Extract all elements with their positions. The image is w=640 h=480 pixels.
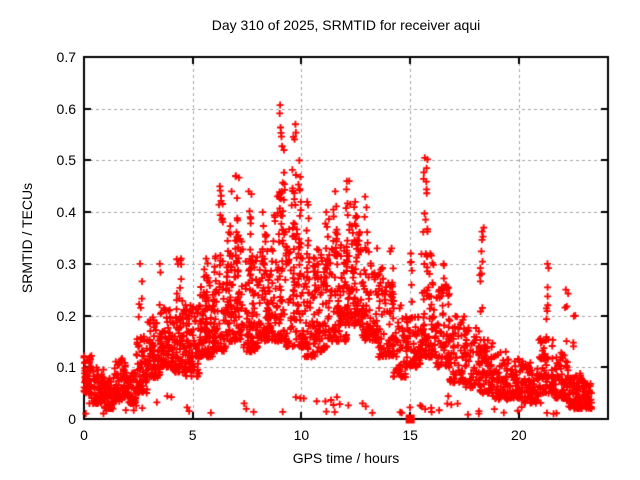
x-tick-label: 15 [402, 427, 418, 443]
y-tick-label: 0 [68, 411, 76, 427]
x-tick-label: 0 [80, 427, 88, 443]
y-tick-label: 0.7 [56, 49, 76, 65]
x-tick-label: 10 [293, 427, 310, 443]
x-tick-label: 5 [188, 427, 197, 443]
x-axis-label: GPS time / hours [292, 450, 400, 466]
y-tick-label: 0.1 [56, 359, 76, 376]
y-tick-label: 0.3 [56, 255, 76, 272]
x-tick-label: 20 [511, 427, 527, 443]
y-tick-label: 0.4 [56, 204, 76, 221]
chart-title: Day 310 of 2025, SRMTID for receiver aqu… [211, 17, 481, 33]
y-tick-label: 0.6 [56, 100, 76, 117]
y-axis-label: SRMTID / TECUs [19, 182, 35, 294]
y-tick-label: 0.5 [56, 152, 76, 169]
y-tick-label: 0.2 [56, 307, 76, 324]
